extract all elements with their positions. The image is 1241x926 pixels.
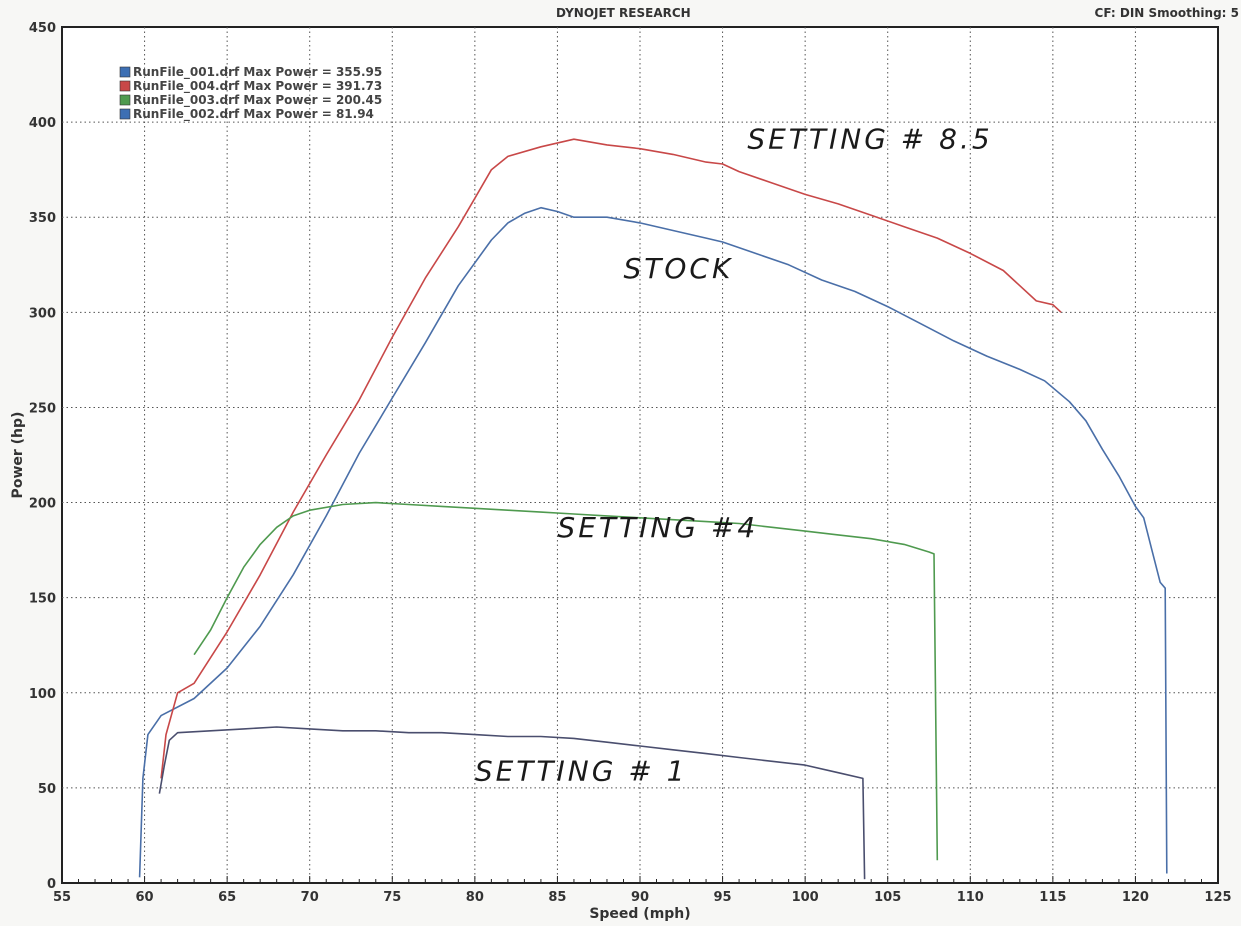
x-axis-label: Speed (mph) xyxy=(589,906,690,922)
annotation-label: SETTING # 1 xyxy=(475,754,688,787)
y-tick-label: 0 xyxy=(47,877,56,892)
x-tick-label: 110 xyxy=(957,890,984,905)
annotation-label: SETTING # 8.5 xyxy=(747,123,992,156)
y-tick-label: 100 xyxy=(29,687,56,702)
legend-entry: RunFile_002.drf Max Power = 81.94 xyxy=(133,107,374,122)
legend-swatch xyxy=(119,80,131,92)
x-tick-label: 55 xyxy=(53,890,71,905)
x-tick-label: 65 xyxy=(218,890,236,905)
x-tick-label: 85 xyxy=(548,890,566,905)
series-line xyxy=(160,138,1062,779)
legend-entry: RunFile_003.drf Max Power = 200.45 xyxy=(133,93,382,108)
legend-swatch xyxy=(119,94,131,106)
x-tick-label: 80 xyxy=(466,890,484,905)
x-tick-label: 95 xyxy=(714,890,732,905)
axis-ticks: 55 60 65 70 75 80 85 90 95 100 105 110 115 120 125 0 50 1… xyxy=(29,21,1232,905)
series-line xyxy=(193,501,939,861)
legend-swatch xyxy=(119,66,131,78)
series-line xyxy=(138,206,1168,878)
x-tick-label: 70 xyxy=(301,890,319,905)
x-tick-label: 90 xyxy=(631,890,649,905)
x-tick-label: 105 xyxy=(874,890,901,905)
x-tick-label: 60 xyxy=(136,890,154,905)
y-tick-label: 400 xyxy=(29,116,56,131)
series-line xyxy=(158,726,866,880)
x-tick-label: 125 xyxy=(1204,890,1231,905)
annotation-label: SETTING #4 xyxy=(557,511,758,544)
y-axis-label: Power (hp) xyxy=(10,412,26,499)
y-tick-label: 350 xyxy=(29,211,56,226)
legend-entry: RunFile_001.drf Max Power = 355.95 xyxy=(133,65,382,80)
legend-swatch xyxy=(119,108,131,120)
x-tick-label: 75 xyxy=(383,890,401,905)
y-tick-label: 450 xyxy=(29,21,56,36)
header-title: DYNOJET RESEARCH xyxy=(556,6,691,20)
y-tick-label: 300 xyxy=(29,306,56,321)
grid xyxy=(62,27,1218,883)
legend: RunFile_001.drf Max Power = 355.95RunFil… xyxy=(119,65,382,122)
legend-entry: RunFile_004.drf Max Power = 391.73 xyxy=(133,79,382,94)
x-tick-label: 120 xyxy=(1122,890,1149,905)
y-tick-label: 150 xyxy=(29,592,56,607)
series-group xyxy=(138,138,1168,880)
y-tick-label: 250 xyxy=(29,401,56,416)
y-tick-label: 200 xyxy=(29,497,56,512)
annotations: SETTING # 8.5 STOCK SETTING #4 SETTING # 1 xyxy=(475,123,992,788)
y-tick-label: 50 xyxy=(38,782,56,797)
annotation-label: STOCK xyxy=(623,252,733,285)
header-settings: CF: DIN Smoothing: 5 xyxy=(1094,6,1239,20)
x-tick-label: 115 xyxy=(1039,890,1066,905)
x-tick-label: 100 xyxy=(792,890,819,905)
